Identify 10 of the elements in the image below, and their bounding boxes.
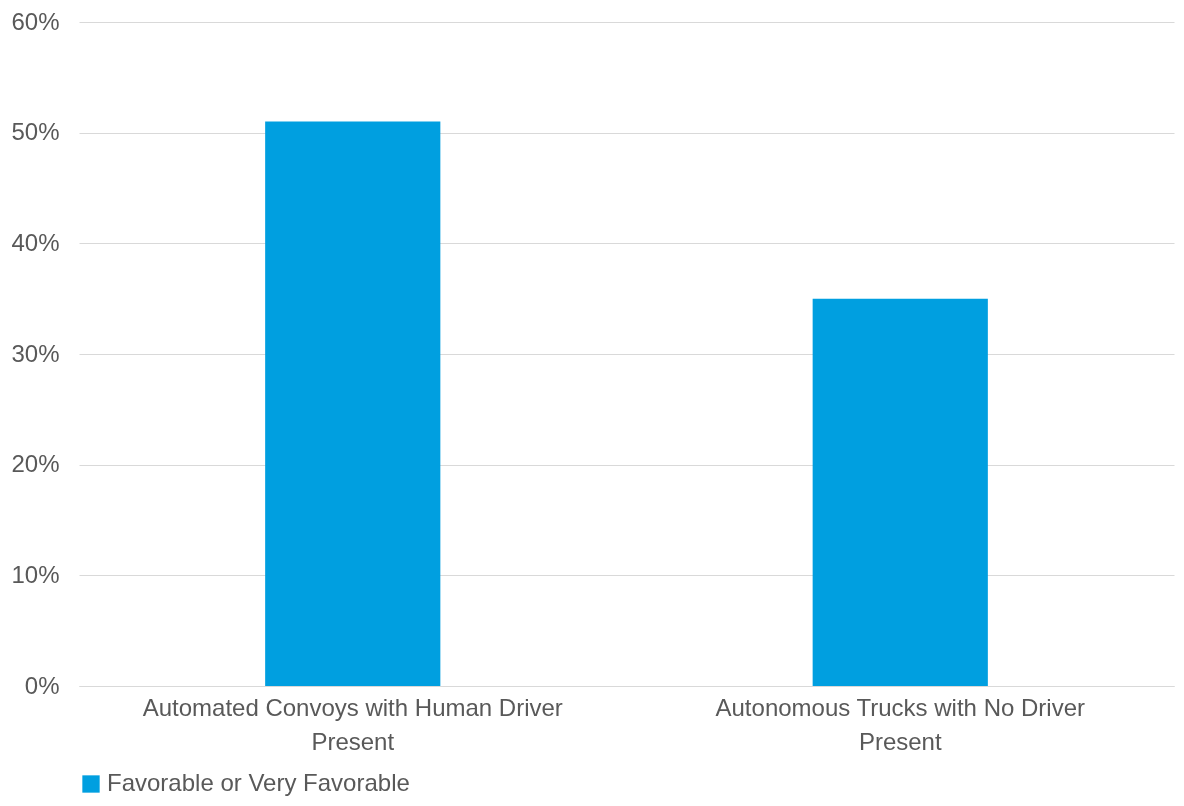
y-tick-label: 30% [11, 339, 60, 367]
y-tick-label: 20% [11, 450, 60, 478]
y-tick-label: 10% [11, 560, 60, 588]
y-tick-label: 40% [11, 228, 60, 256]
x-tick-label: Automated Convoys with Human Driver Present [142, 693, 563, 755]
y-tick-label: 0% [24, 671, 60, 699]
x-tick-label: Autonomous Trucks with No Driver Present [715, 693, 1085, 755]
y-tick-label: 60% [11, 7, 60, 35]
y-tick-label: 50% [11, 118, 60, 146]
legend-label: Favorable or Very Favorable [107, 769, 410, 796]
